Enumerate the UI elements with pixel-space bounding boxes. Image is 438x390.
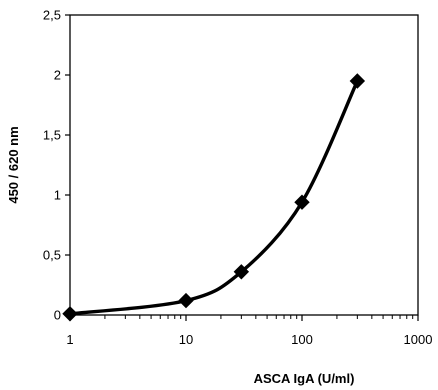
data-point bbox=[233, 264, 250, 280]
x-tick-label: 10 bbox=[179, 332, 193, 347]
data-point bbox=[349, 73, 366, 89]
y-tick-label: 0 bbox=[54, 308, 61, 323]
x-tick-label: 1 bbox=[66, 332, 73, 347]
y-axis-title: 450 / 620 nm bbox=[6, 126, 21, 203]
series-line bbox=[68, 79, 360, 316]
data-markers bbox=[62, 73, 366, 322]
y-tick-label: 1 bbox=[54, 188, 61, 203]
y-tick-label: 2,5 bbox=[43, 8, 61, 23]
x-axis-ticks: 1 10 100 1000 bbox=[66, 315, 432, 347]
data-point bbox=[178, 292, 194, 309]
plot-frame bbox=[69, 14, 419, 316]
data-point bbox=[294, 194, 310, 210]
y-axis-ticks: 0 0,5 1 1,5 2 2,5 bbox=[43, 8, 70, 323]
y-tick-label: 2 bbox=[54, 68, 61, 83]
x-axis-title: ASCA IgA (U/ml) bbox=[254, 371, 355, 386]
x-tick-label: 100 bbox=[291, 332, 313, 347]
x-tick-label: 1000 bbox=[404, 332, 433, 347]
data-point bbox=[62, 306, 78, 322]
y-tick-label: 0,5 bbox=[43, 248, 61, 263]
y-tick-label: 1,5 bbox=[43, 128, 61, 143]
